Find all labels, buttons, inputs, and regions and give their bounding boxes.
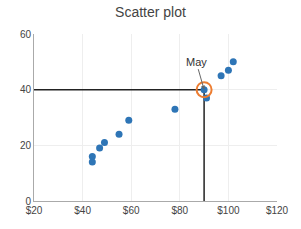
svg-text:Scatter plot: Scatter plot — [115, 4, 186, 20]
svg-text:20: 20 — [20, 140, 32, 151]
svg-text:40: 40 — [20, 84, 32, 95]
svg-text:$20: $20 — [26, 205, 43, 216]
svg-text:$40: $40 — [74, 205, 91, 216]
svg-text:$80: $80 — [171, 205, 188, 216]
svg-text:$60: $60 — [123, 205, 140, 216]
svg-text:$100: $100 — [217, 205, 240, 216]
svg-text:0: 0 — [25, 196, 31, 207]
svg-text:60: 60 — [20, 29, 32, 40]
svg-text:$120: $120 — [266, 205, 289, 216]
svg-text:May: May — [186, 56, 207, 68]
